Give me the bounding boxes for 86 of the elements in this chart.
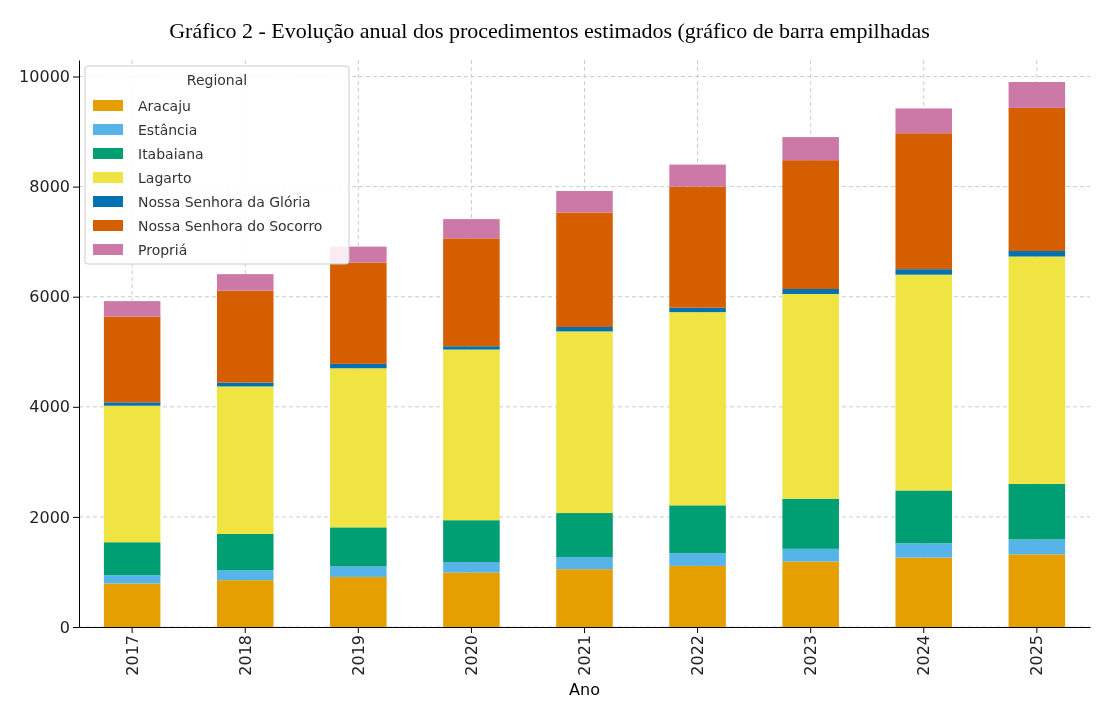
bar [216, 290, 274, 383]
bar [1008, 82, 1066, 108]
bar [895, 269, 953, 275]
x-tick-label: 2022 [688, 635, 708, 676]
bar [895, 557, 953, 627]
bar [669, 565, 726, 627]
bar [782, 160, 839, 289]
bar [669, 307, 726, 313]
bar [895, 274, 953, 491]
y-tick-label: 10000 [19, 67, 70, 87]
bar [895, 490, 953, 544]
x-axis-title: Ano [569, 680, 600, 699]
legend-label: Aracaju [138, 98, 191, 114]
bar [1008, 554, 1066, 627]
bar [782, 548, 839, 562]
bar [556, 557, 613, 570]
y-tick-label: 6000 [29, 287, 70, 307]
bar [1008, 483, 1066, 540]
bar [782, 561, 839, 627]
bar [443, 346, 500, 350]
bar [556, 513, 613, 558]
y-tick-label: 4000 [29, 397, 70, 417]
bar [443, 219, 500, 239]
bar [103, 583, 161, 627]
bar [216, 570, 274, 581]
bar [443, 562, 500, 573]
bar [103, 402, 161, 406]
bar [103, 542, 161, 576]
y-tick-label: 8000 [29, 177, 70, 197]
bar [216, 580, 274, 627]
x-tick-label: 2025 [1027, 635, 1047, 676]
bar [782, 498, 839, 549]
bar [330, 368, 387, 528]
bar [1008, 251, 1066, 257]
x-tick-label: 2020 [462, 635, 482, 676]
bar [782, 137, 839, 161]
bar [669, 186, 726, 308]
bar [669, 312, 726, 506]
bar [895, 108, 953, 134]
bar [556, 569, 613, 627]
bar [1008, 539, 1066, 555]
legend-label: Lagarto [138, 170, 192, 186]
bar [330, 363, 387, 369]
bar [556, 326, 613, 332]
bar [895, 543, 953, 558]
x-tick-label: 2019 [348, 635, 368, 676]
bar [782, 289, 839, 294]
bar [216, 533, 274, 571]
bar [1008, 107, 1066, 252]
bar [895, 133, 953, 270]
x-tick-label: 2024 [914, 635, 934, 676]
legend-label: Nossa Senhora da Glória [138, 194, 311, 210]
bar [103, 301, 161, 317]
bar [216, 274, 274, 291]
x-tick-label: 2017 [122, 635, 142, 676]
legend-label: Estância [138, 122, 198, 138]
bar [330, 527, 387, 567]
bar [556, 191, 613, 213]
bar [443, 520, 500, 563]
bar [216, 386, 274, 534]
legend-label: Itabaiana [138, 146, 204, 162]
bar [103, 405, 161, 543]
bar [330, 576, 387, 627]
bar [669, 505, 726, 554]
bar [669, 553, 726, 566]
legend-label: Nossa Senhora do Socorro [138, 218, 323, 234]
x-tick-label: 2018 [235, 635, 255, 676]
bar [556, 331, 613, 514]
legend-title: Regional [186, 72, 248, 88]
x-tick-label: 2021 [575, 635, 595, 676]
bar [443, 572, 500, 627]
bar [103, 316, 161, 403]
bar [1008, 256, 1066, 484]
bar [103, 575, 161, 584]
bar [443, 238, 500, 347]
bar [330, 566, 387, 577]
y-tick-label: 2000 [29, 507, 70, 527]
y-tick-label: 0 [59, 617, 70, 637]
legend-label: Propriá [138, 242, 188, 258]
chart-title: Gráfico 2 - Evolução anual dos procedimentos estimados (gráfico de barra empilhadas [169, 18, 930, 43]
x-tick-label: 2023 [801, 635, 821, 676]
bar [782, 293, 839, 499]
bar [669, 164, 726, 187]
bar [443, 349, 500, 521]
bar [556, 212, 613, 327]
bar [330, 262, 387, 364]
